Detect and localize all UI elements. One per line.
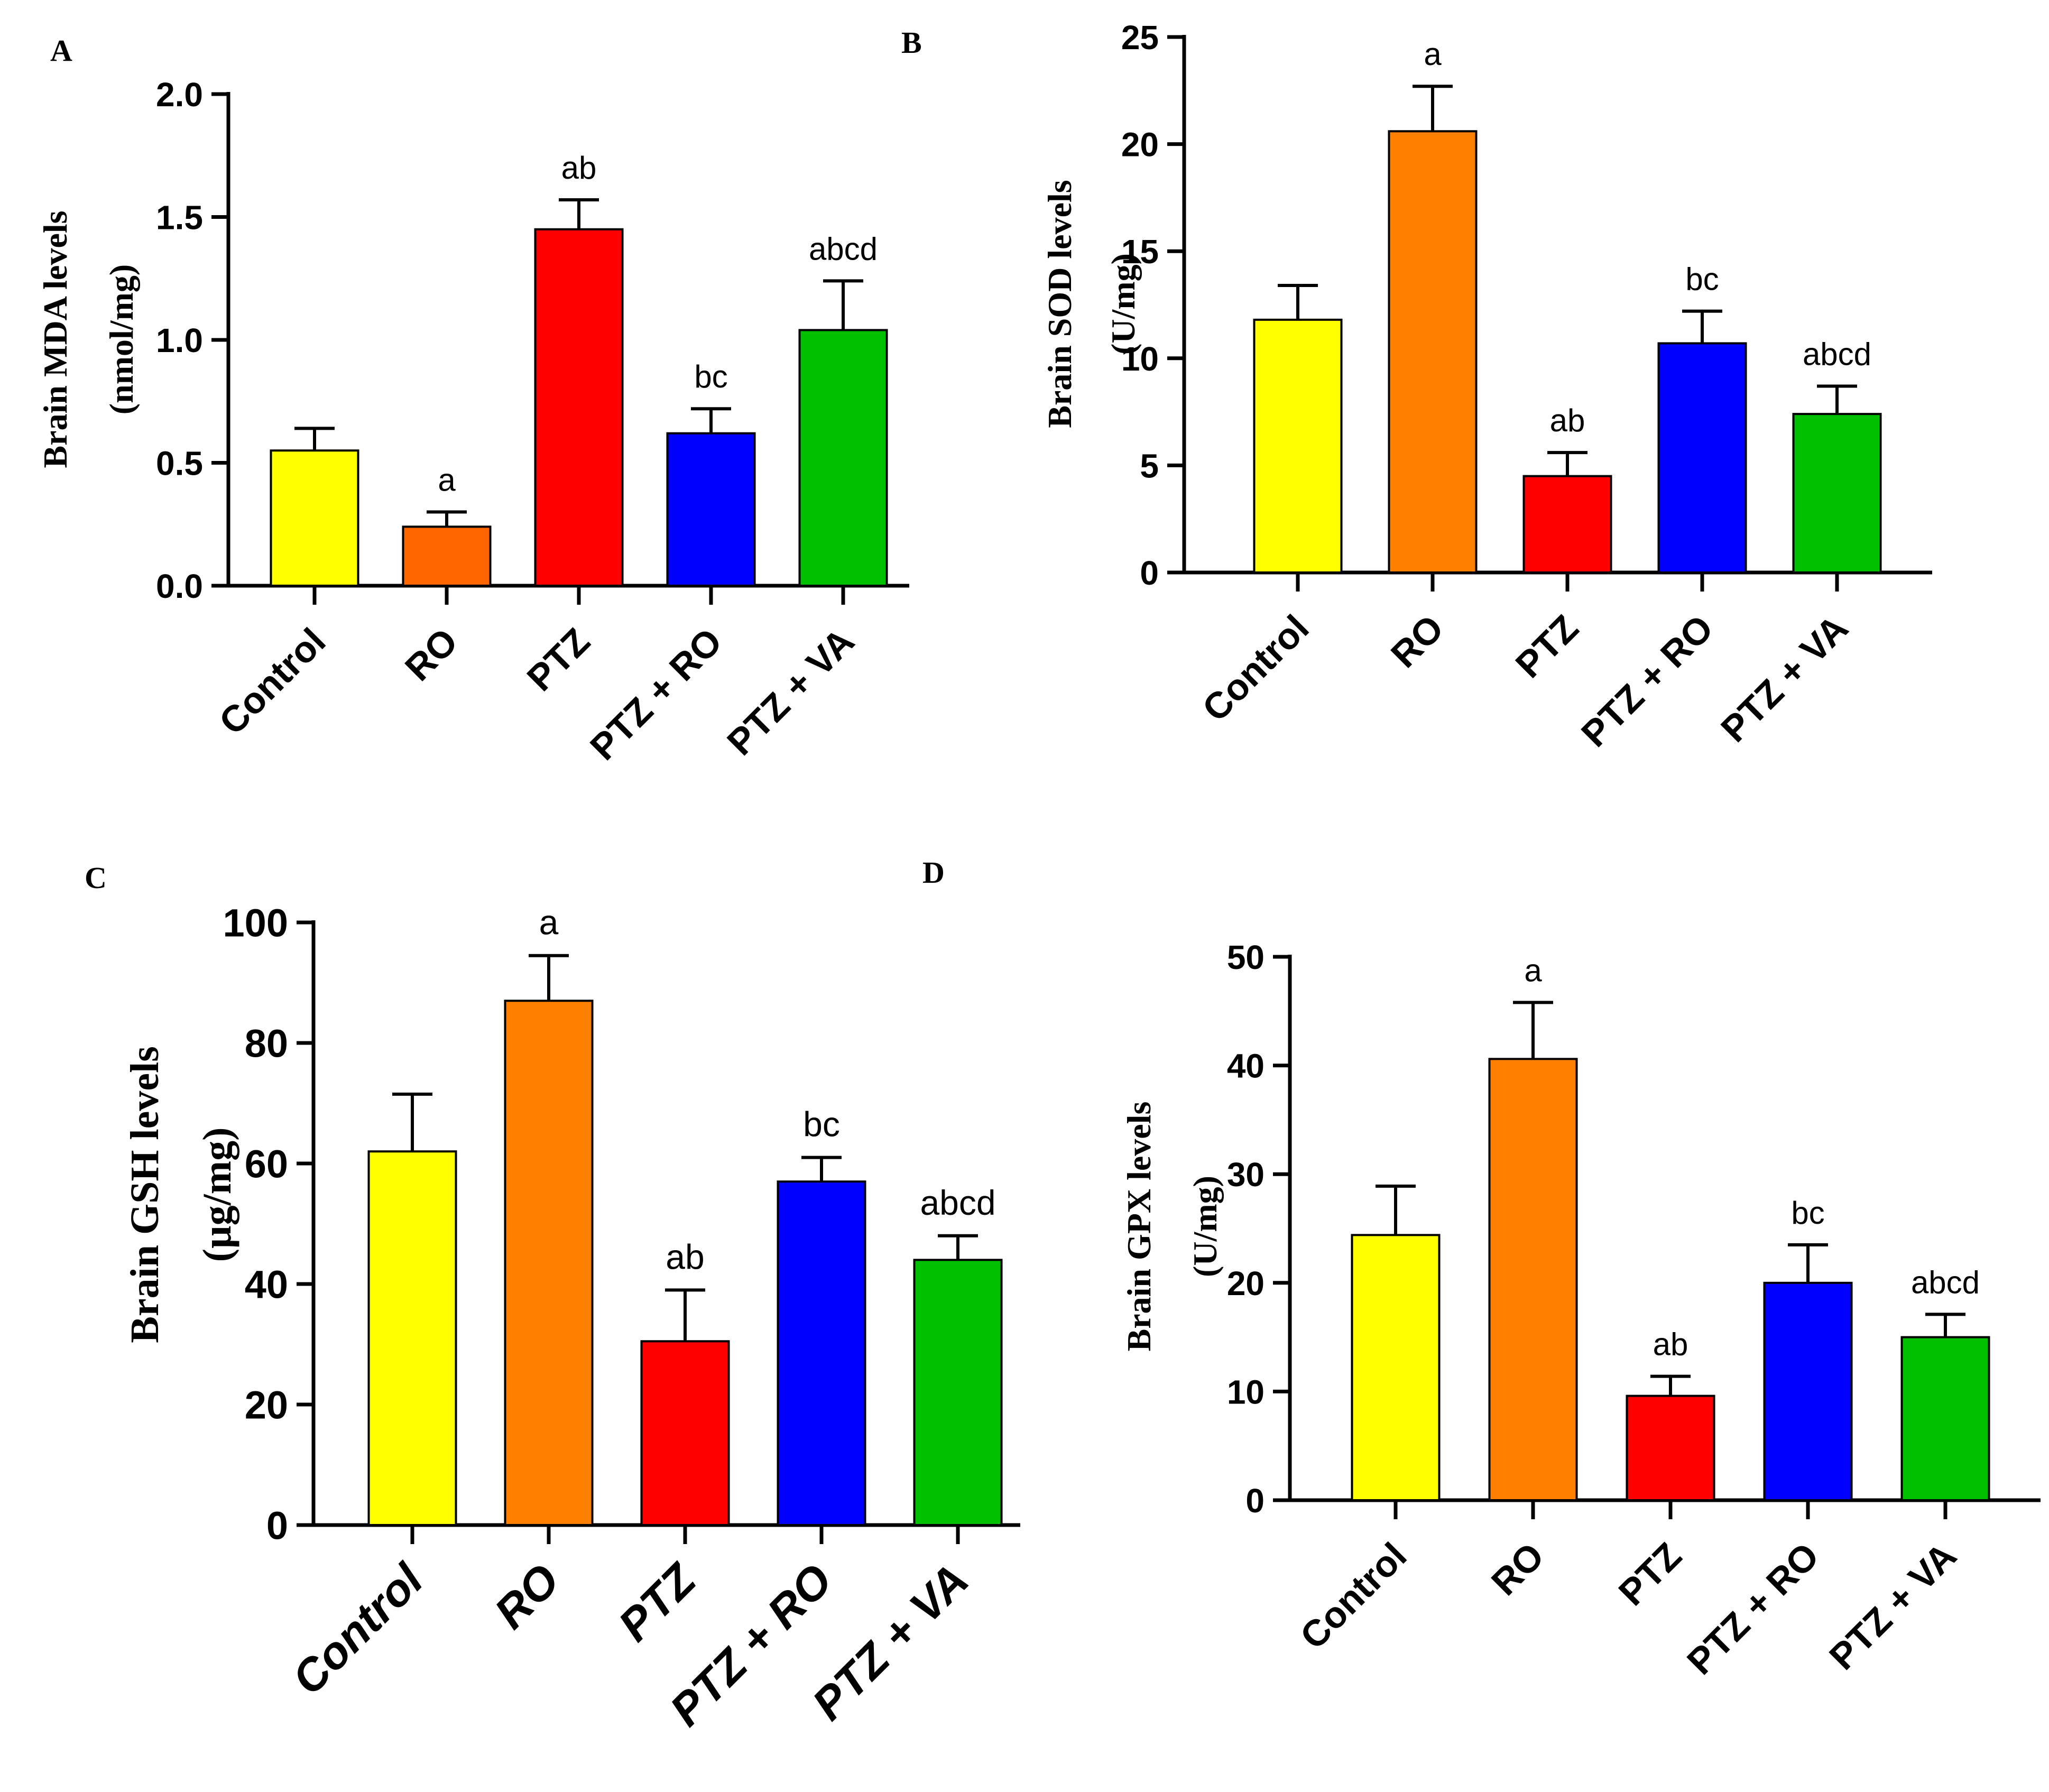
y-tick-label: 5 [1140,447,1159,485]
bar-ro [504,1000,594,1526]
y-axis-unit-label: (nmol/mg) [103,264,140,414]
significance-label: ab [1550,403,1585,438]
y-tick-label: 0 [266,1504,288,1548]
y-tick-label: 0 [1245,1482,1265,1520]
panel-letter: D [922,855,945,890]
x-category-label: PTZ + VA [1713,607,1856,750]
bar-ptz-va [1900,1336,1990,1502]
y-tick-label: 0.0 [156,567,203,605]
panel-d: D Brain GPX levels (U/mg) 0 10 20 30 40 50 Contro… [922,855,2041,1683]
significance-label: bc [694,359,727,394]
bar-control [1351,1234,1441,1501]
x-category-label: PTZ + RO [582,620,730,768]
panel-letter: B [901,25,922,60]
bar-ptz [534,228,624,587]
y-tick-label: 50 [1227,938,1265,976]
significance-label: ab [666,1237,704,1276]
x-category-label: PTZ + RO [1573,607,1721,754]
y-tick-label: 0 [1140,554,1159,592]
significance-label: a [1424,36,1442,72]
significance-label: bc [1791,1195,1824,1231]
significance-label: bc [803,1105,840,1144]
bar-ptz-va [913,1259,1003,1526]
x-category-label: PTZ [609,1553,707,1651]
significance-label: abcd [1803,336,1871,372]
x-category-label: PTZ + RO [1679,1535,1826,1682]
bar-ptz [640,1340,730,1527]
bar-ptz-ro [666,432,756,587]
significance-label: abcd [809,231,878,266]
significance-label: a [438,463,456,498]
y-axis-label: Brain SOD levels [1041,180,1078,428]
bar-ro [1488,1058,1578,1502]
y-tick-label: 20 [1227,1264,1265,1303]
x-category-label: PTZ [1611,1535,1690,1613]
panel-a: A Brain MDA levels (nmol/mg) 0.0 0.5 1.0 1.5 2.… [36,33,909,768]
x-category-label: PTZ + VA [719,620,862,763]
panel-letter: C [85,861,107,895]
bar-ro [1388,130,1478,574]
bar-control [1253,318,1343,574]
bar-control [270,449,359,587]
x-category-label: PTZ [1508,607,1586,686]
bar-ptz-va [798,329,888,587]
y-tick-label: 20 [245,1383,288,1427]
x-category-label: Control [282,1554,433,1705]
y-axis-unit-label: (U/mg) [1186,1176,1224,1277]
bar-ptz [1626,1394,1715,1502]
x-category-label: Control [1293,1535,1415,1657]
y-tick-label: 40 [245,1263,288,1307]
bar-ro [402,525,492,587]
y-tick-label: 60 [245,1142,288,1186]
x-category-label: RO [485,1555,569,1639]
y-axis-label: Brain GPX levels [1120,1102,1158,1352]
bar-control [367,1150,457,1526]
y-tick-label: 10 [1227,1373,1265,1411]
bar-ptz [1522,475,1612,574]
significance-label: ab [1653,1327,1688,1362]
significance-label: a [539,903,559,942]
y-axis-label: Brain GSH levels [123,1046,167,1343]
panel-letter: A [50,33,72,68]
y-tick-label: 80 [245,1022,288,1066]
y-tick-label: 30 [1227,1156,1265,1194]
x-category-label: Control [211,620,334,742]
y-tick-label: 25 [1121,19,1159,57]
y-tick-label: 100 [223,901,288,945]
y-tick-label: 0.5 [156,445,203,483]
bar-ptz-va [1792,413,1882,574]
x-category-label: RO [1383,607,1451,675]
x-category-label: RO [397,620,465,688]
significance-label: a [1524,953,1542,988]
y-axis-unit-label: (µg/mg) [195,1128,239,1262]
y-tick-label: 20 [1121,126,1159,164]
bar-ptz-ro [777,1180,866,1526]
panel-b: B Brain SOD levels (U/mg) 0 5 10 15 20 25 Control… [901,19,1932,755]
y-tick-label: 10 [1121,340,1159,378]
y-tick-label: 1.5 [156,199,203,237]
x-category-label: Control [1195,607,1317,729]
bar-ptz-ro [1657,342,1747,574]
significance-label: ab [561,150,597,186]
x-category-label: RO [1483,1535,1552,1603]
x-category-label: PTZ [519,620,598,699]
x-category-label: PTZ + VA [1821,1535,1964,1677]
y-tick-label: 40 [1227,1047,1265,1085]
significance-label: abcd [920,1183,995,1222]
y-axis-unit-label: (U/mg) [1104,253,1142,355]
significance-label: abcd [1911,1264,1980,1300]
y-axis-label: Brain MDA levels [36,210,74,468]
panel-c: C Brain GSH levels (µg/mg) 0 20 40 60 80 100 Cont… [85,861,1020,1736]
y-tick-label: 1.0 [156,321,203,359]
y-tick-label: 15 [1121,233,1159,271]
significance-label: bc [1685,262,1719,297]
y-tick-label: 2.0 [156,76,203,114]
bar-ptz-ro [1763,1281,1853,1502]
